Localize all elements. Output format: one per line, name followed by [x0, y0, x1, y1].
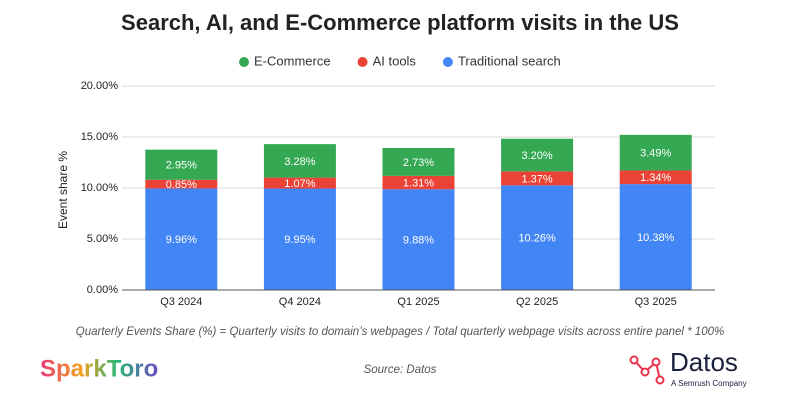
value-label: 3.20% — [521, 150, 552, 162]
value-label: 1.34% — [640, 172, 671, 184]
legend-swatch — [239, 57, 249, 67]
logo-sparktoro: SparkToro — [40, 355, 158, 382]
value-label: 10.38% — [637, 232, 675, 244]
bar-segment — [263, 144, 336, 178]
value-label: 0.85% — [166, 179, 197, 191]
value-label: 9.96% — [166, 234, 197, 246]
legend-label: AI tools — [373, 53, 417, 68]
value-label: 3.49% — [640, 148, 671, 160]
y-axis-label: Event share % — [56, 151, 70, 229]
bar-segment — [145, 149, 218, 180]
chart-title: Search, AI, and E-Commerce platform visi… — [121, 10, 679, 35]
datos-icon — [629, 355, 665, 385]
bar-segment — [619, 184, 692, 290]
logo-datos: Datos — [670, 347, 738, 377]
bar-segment — [263, 177, 336, 189]
note: Quarterly Events Share (%) = Quarterly v… — [76, 326, 724, 338]
value-label: 3.28% — [284, 156, 315, 168]
y-tick-label: 5.00% — [87, 233, 118, 245]
value-label: 9.95% — [284, 234, 315, 246]
bar-segment — [382, 148, 455, 176]
bar-segment — [382, 175, 455, 190]
x-tick-label: Q1 2025 — [397, 296, 439, 308]
bar-segment — [263, 188, 336, 290]
x-tick-label: Q3 2025 — [635, 296, 677, 308]
value-label: 1.37% — [521, 173, 552, 185]
value-label: 1.07% — [284, 178, 315, 190]
value-label: 2.95% — [166, 160, 197, 172]
bar-segment — [619, 170, 692, 185]
bar-segment — [501, 138, 574, 172]
y-tick-label: 10.00% — [81, 182, 119, 194]
bar-segment — [501, 171, 574, 186]
source: Source: Datos — [364, 364, 437, 376]
bar-segment — [501, 185, 574, 290]
value-label: 10.26% — [518, 233, 556, 245]
bar-segment — [145, 188, 218, 290]
logo-datos-sub: A Semrush Company — [671, 379, 747, 388]
x-tick-label: Q4 2024 — [279, 296, 321, 308]
legend-swatch — [442, 57, 453, 67]
y-tick-label: 15.00% — [81, 131, 119, 143]
bar-segment — [145, 179, 218, 189]
value-label: 2.73% — [403, 157, 434, 169]
y-tick-label: 20.00% — [81, 80, 119, 92]
bar-segment — [619, 134, 692, 171]
bar-segment — [382, 189, 455, 290]
x-tick-label: Q2 2025 — [516, 296, 558, 308]
y-tick-label: 0.00% — [87, 284, 118, 296]
value-label: 9.88% — [403, 235, 434, 247]
x-tick-label: Q3 2024 — [160, 296, 202, 308]
legend-label: E-Commerce — [254, 53, 331, 68]
legend-swatch — [357, 57, 368, 67]
value-label: 1.31% — [403, 177, 434, 189]
legend-label: Traditional search — [458, 53, 561, 68]
